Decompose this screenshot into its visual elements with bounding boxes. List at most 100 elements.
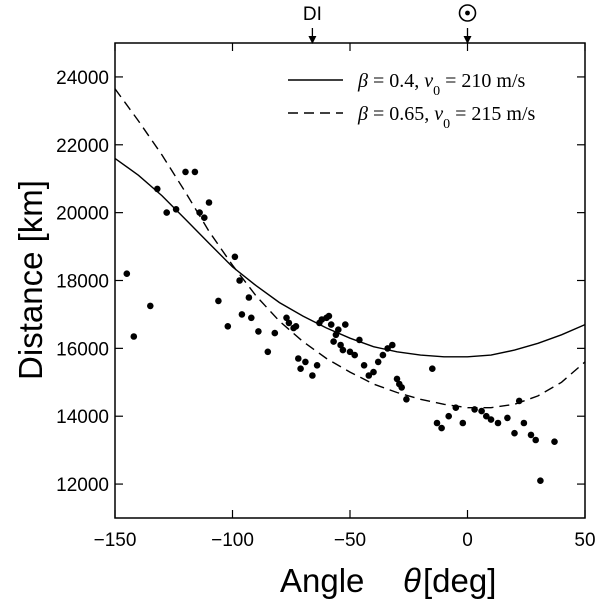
- data-point: [238, 311, 246, 318]
- data-point: [245, 294, 253, 301]
- data-point: [224, 323, 232, 330]
- data-point: [433, 419, 441, 427]
- data-point: [494, 419, 502, 427]
- marker-arrow-head: [463, 36, 472, 44]
- data-point: [478, 407, 485, 415]
- data-point: [271, 329, 279, 337]
- dashed-model-line: [114, 88, 586, 409]
- data-point: [201, 214, 208, 221]
- y-tick-label: 24000: [56, 68, 109, 89]
- data-point: [313, 362, 321, 369]
- axis-ticks: −150 −100 −50 0 50 12000 14000 16000 18000 20000 2…: [56, 43, 596, 551]
- sun-symbol-center: [465, 10, 470, 16]
- y-tick-label: 16000: [56, 339, 109, 360]
- x-axis-label: Angle: [280, 562, 364, 599]
- solid-model-line: [114, 157, 586, 358]
- data-point: [483, 412, 490, 420]
- y-tick-label: 22000: [56, 136, 109, 157]
- legend-beta-value: = 0.65,: [368, 103, 434, 125]
- data-point: [527, 431, 535, 439]
- y-axis-label: Distance [km]: [12, 180, 49, 380]
- legend-v-symbol: v: [434, 103, 443, 125]
- x-axis-title: Angle θ [deg]: [280, 562, 496, 599]
- legend-v-subscript: 0: [443, 117, 450, 132]
- data-point: [459, 419, 467, 427]
- x-tick-label: −50: [334, 530, 366, 551]
- data-point: [360, 362, 368, 369]
- data-point: [147, 302, 154, 310]
- data-point: [236, 277, 243, 284]
- data-point: [182, 168, 189, 176]
- data-point: [374, 358, 382, 366]
- data-point: [295, 355, 302, 362]
- data-point: [398, 384, 406, 391]
- legend-beta-value: = 0.4,: [368, 70, 424, 92]
- data-point: [342, 321, 349, 328]
- data-point: [163, 209, 170, 216]
- data-point: [537, 477, 544, 485]
- data-point: [332, 331, 340, 339]
- legend-label: β = 0.65, v0 = 215 m/s: [357, 103, 536, 132]
- x-tick-label: −100: [211, 530, 254, 551]
- data-point: [384, 345, 391, 352]
- data-point: [264, 348, 272, 356]
- data-point: [365, 372, 373, 379]
- x-tick-label: −150: [94, 530, 137, 551]
- data-point: [515, 397, 523, 405]
- data-point: [379, 351, 387, 359]
- data-point: [335, 326, 342, 334]
- data-point: [452, 404, 460, 412]
- legend-label: β = 0.4, v0 = 210 m/s: [357, 70, 526, 99]
- data-point: [191, 168, 199, 176]
- data-point: [520, 419, 528, 427]
- legend-beta-symbol: β: [357, 103, 368, 125]
- data-point: [327, 321, 335, 328]
- marker-label-di: DI: [303, 4, 322, 25]
- data-point: [248, 314, 255, 322]
- data-point: [438, 424, 445, 432]
- x-tick-label: 0: [462, 530, 473, 551]
- data-point: [285, 319, 293, 327]
- data-point: [511, 429, 518, 437]
- y-axis-title: Distance [km]: [12, 180, 49, 380]
- data-point: [297, 365, 304, 373]
- x-tick-label: 50: [574, 530, 595, 551]
- data-point: [123, 270, 131, 278]
- data-point: [154, 185, 161, 193]
- sun-symbol-icon: [458, 4, 477, 22]
- y-tick-label: 20000: [56, 204, 109, 225]
- legend: β = 0.4, v0 = 210 m/sβ = 0.65, v0 = 215 …: [288, 70, 536, 132]
- data-point: [389, 341, 396, 349]
- data-point: [325, 312, 333, 320]
- data-point: [231, 253, 239, 261]
- data-point: [302, 358, 309, 366]
- data-point: [346, 348, 354, 356]
- legend-v-subscript: 0: [433, 84, 440, 99]
- marker-arrow-head: [308, 36, 317, 44]
- top-markers: DI: [303, 4, 477, 44]
- data-point: [393, 375, 401, 383]
- data-point: [504, 414, 511, 422]
- data-point: [205, 199, 213, 206]
- legend-v-value: = 215 m/s: [450, 103, 535, 125]
- model-curves: [114, 88, 586, 409]
- data-point: [551, 438, 558, 446]
- legend-v-value: = 210 m/s: [440, 70, 525, 92]
- legend-beta-symbol: β: [357, 70, 368, 92]
- data-point: [487, 416, 495, 423]
- data-point: [429, 365, 436, 373]
- y-tick-label: 18000: [56, 272, 109, 293]
- data-point: [403, 396, 410, 403]
- y-tick-label: 14000: [56, 407, 109, 428]
- data-point: [351, 351, 359, 359]
- data-point: [292, 323, 300, 330]
- data-point: [471, 406, 478, 413]
- data-point: [283, 314, 290, 322]
- observation-points: [123, 168, 558, 485]
- data-point: [337, 341, 344, 349]
- data-point: [215, 297, 222, 305]
- data-point: [356, 336, 363, 344]
- legend-v-symbol: v: [424, 70, 433, 92]
- data-point: [196, 209, 203, 216]
- data-point: [370, 368, 377, 376]
